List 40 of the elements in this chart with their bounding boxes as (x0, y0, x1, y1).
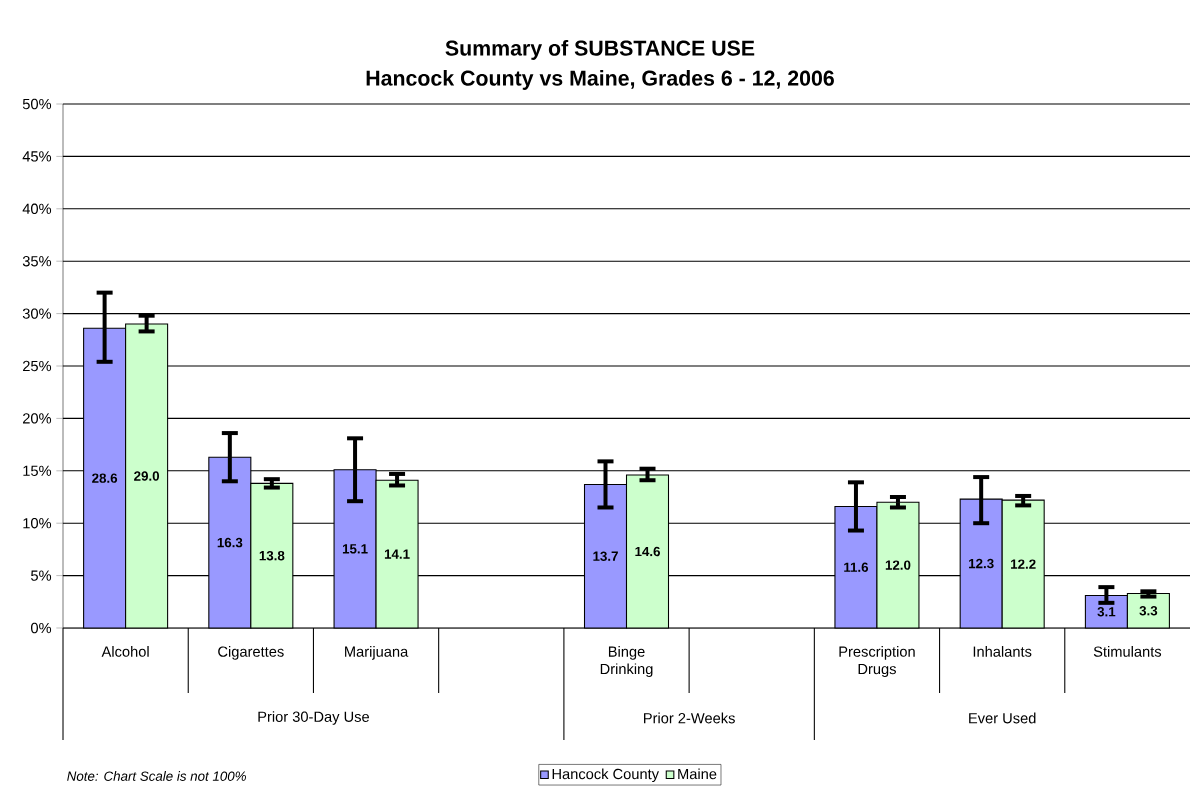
text: Prior 2-Weeks (644, 712, 735, 724)
y-tick-label: 50% (22, 98, 52, 110)
y-tick-label: 25% (23, 360, 52, 372)
data-label: 3.1 (1097, 607, 1116, 617)
chart-subtitle: Hancock County vs Maine, Grades 6 - 12, 2006 (366, 70, 834, 90)
data-label: 14.6 (635, 546, 661, 557)
chart-title: Summary of SUBSTANCE USE (445, 40, 755, 60)
data-label: 12.3 (969, 558, 994, 569)
data-label: 29.0 (134, 471, 160, 481)
text: Prior 30-Day Use (258, 711, 370, 725)
y-tick-label: 10% (23, 518, 52, 529)
y-tick-label: 35% (22, 256, 52, 267)
y-tick-label: 40% (22, 203, 52, 214)
x-tick-label: Marijuana (345, 646, 409, 660)
text: Note: Chart Scale is not 100% (67, 771, 246, 781)
y-tick-label: 20% (23, 413, 52, 424)
text: Ever Used (969, 712, 1036, 724)
data-label: 12.0 (885, 560, 911, 570)
y-tick-label: 45% (22, 151, 52, 162)
y-tick-label: 15% (23, 465, 52, 476)
data-label: 13.8 (259, 550, 285, 561)
data-label: 13.7 (593, 551, 618, 561)
legend-label: Maine (678, 768, 717, 780)
data-label: 15.1 (342, 544, 368, 554)
x-tick-label: Inhalants (973, 646, 1032, 657)
x-tick-label: Prescription Drugs (839, 646, 915, 678)
x-tick-label: Stimulants (1093, 646, 1162, 657)
y-tick-label: 30% (22, 308, 52, 319)
y-tick-label: 0% (30, 622, 52, 634)
data-label: 3.3 (1139, 605, 1158, 616)
y-tick-label: 5% (31, 570, 52, 581)
data-label: 11.6 (844, 562, 869, 572)
data-label: 16.3 (217, 537, 243, 548)
data-label: 14.1 (384, 549, 410, 559)
x-tick-label: Alcohol (101, 646, 149, 657)
legend-label: Hancock County (552, 768, 659, 783)
x-tick-label: Cigarettes (218, 646, 284, 660)
data-label: 12.2 (1011, 559, 1036, 569)
x-tick-label: Binge Drinking (600, 646, 653, 678)
data-label: 28.6 (92, 473, 118, 483)
